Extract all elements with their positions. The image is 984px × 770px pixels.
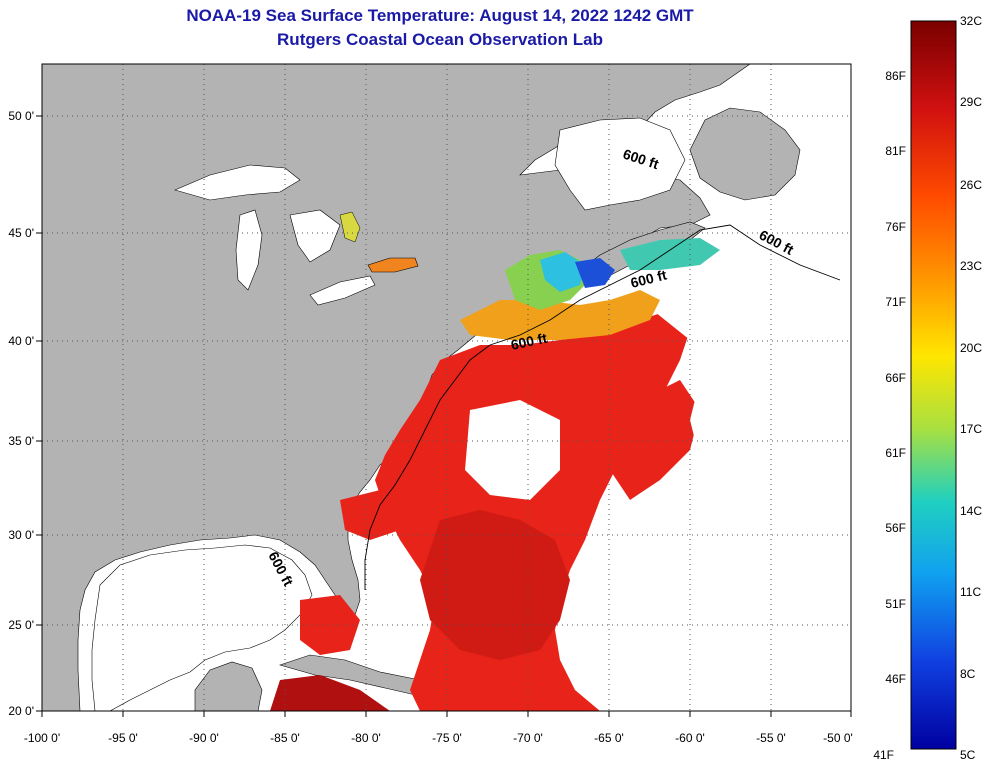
- contour-600ft-line: [364, 224, 841, 590]
- lon-tick-label: -85 0': [270, 731, 300, 745]
- lat-tick-label: 30 0': [8, 528, 34, 542]
- colorbar-fahrenheit-label: 76F: [885, 220, 906, 234]
- contour-label-4: 600 ft: [509, 330, 548, 353]
- colorbar-celsius-label: 17C: [960, 422, 982, 436]
- lat-axis: [36, 115, 42, 712]
- colorbar-celsius-label: 14C: [960, 504, 982, 518]
- lake-erie: [309, 275, 376, 306]
- colorbar-fahrenheit-label: 61F: [885, 446, 906, 460]
- colorbar-fahrenheit-label: 56F: [885, 521, 906, 535]
- colorbar-celsius-label: 20C: [960, 341, 982, 355]
- lon-tick-label: -65 0': [594, 731, 624, 745]
- colorbar-fahrenheit-label: 51F: [885, 597, 906, 611]
- lon-tick-label: -60 0': [675, 731, 705, 745]
- colorbar-fahrenheit-label: 66F: [885, 371, 906, 385]
- lake-huron: [289, 209, 341, 263]
- colorbar-celsius-label: 11C: [960, 585, 981, 599]
- lake-nipissing: [339, 211, 361, 243]
- colorbar-fahrenheit-label: 81F: [885, 144, 906, 158]
- gulf-of-mexico: [91, 544, 313, 711]
- lat-tick-label: 40 0': [8, 334, 34, 348]
- map-title: NOAA-19 Sea Surface Temperature: August …: [186, 6, 694, 25]
- lon-tick-label: -95 0': [108, 731, 138, 745]
- colorbar-celsius-label: 8C: [960, 667, 976, 681]
- colorbar-celsius-label: 32C: [960, 14, 982, 28]
- newfoundland-land: [689, 107, 801, 201]
- lat-tick-label: 35 0': [8, 434, 34, 448]
- sst-cold-field: [460, 238, 720, 340]
- lon-axis: [41, 711, 852, 717]
- colorbar-fahrenheit-label: 41F: [873, 748, 894, 762]
- lake-superior: [174, 164, 301, 201]
- lon-tick-label: -80 0': [351, 731, 381, 745]
- lake-ontario: [367, 257, 419, 273]
- lon-tick-label: -50 0': [823, 731, 853, 745]
- colorbar-celsius-label: 5C: [960, 748, 976, 762]
- lon-tick-label: -70 0': [513, 731, 543, 745]
- colorbar-celsius-label: 23C: [960, 259, 982, 273]
- lat-tick-label: 20 0': [8, 704, 34, 718]
- map-subtitle: Rutgers Coastal Ocean Observation Lab: [277, 30, 603, 49]
- lat-tick-label: 25 0': [8, 618, 34, 632]
- lon-tick-label: -75 0': [432, 731, 462, 745]
- colorbar-celsius-label: 26C: [960, 178, 982, 192]
- colorbar-fahrenheit-label: 86F: [885, 69, 906, 83]
- lake-michigan: [235, 209, 263, 291]
- colorbar-fahrenheit-label: 46F: [885, 672, 906, 686]
- lat-tick-label: 45 0': [8, 226, 34, 240]
- lon-tick-label: -90 0': [189, 731, 219, 745]
- gulf-of-st-lawrence: [554, 117, 686, 211]
- sst-warm-field: [270, 270, 851, 711]
- lon-tick-label: -100 0': [24, 731, 60, 745]
- map-plot-area: [42, 64, 851, 711]
- temperature-colorbar: [910, 20, 957, 750]
- colorbar-celsius-label: 29C: [960, 95, 982, 109]
- lat-tick-label: 50 0': [8, 109, 34, 123]
- colorbar-fahrenheit-label: 71F: [885, 295, 906, 309]
- lon-tick-label: -55 0': [756, 731, 786, 745]
- yucatan-land: [194, 661, 263, 711]
